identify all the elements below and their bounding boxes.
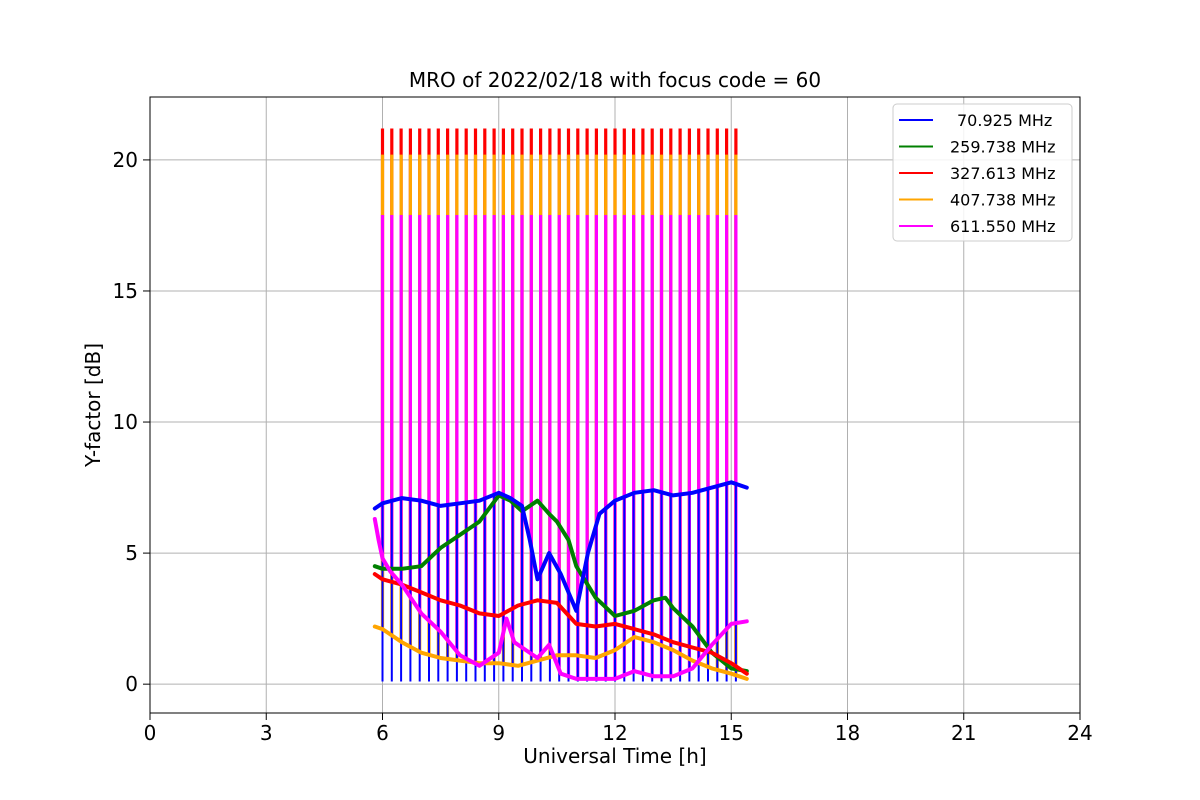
legend-label: 407.738 MHz <box>950 191 1055 210</box>
chart-title: MRO of 2022/02/18 with focus code = 60 <box>409 68 821 92</box>
x-tick-label: 21 <box>951 721 976 745</box>
legend-label: 327.613 MHz <box>950 164 1055 183</box>
y-tick-label: 0 <box>125 672 138 696</box>
legend-frame <box>892 103 1073 242</box>
axis-ticks: 0 3 6 9 12 15 18 21 24 0 5 10 15 20 <box>113 148 1093 745</box>
legend-label: 259.738 MHz <box>950 138 1055 157</box>
x-tick-label: 24 <box>1067 721 1092 745</box>
x-axis-label: Universal Time [h] <box>523 744 706 768</box>
x-tick-label: 3 <box>260 721 273 745</box>
x-tick-label: 0 <box>144 721 157 745</box>
series-line <box>372 572 749 676</box>
series-line <box>372 480 749 613</box>
legend-label: 611.550 MHz <box>950 217 1055 236</box>
y-tick-label: 20 <box>113 148 138 172</box>
x-tick-label: 15 <box>719 721 744 745</box>
x-tick-label: 12 <box>602 721 627 745</box>
series-line <box>372 517 749 681</box>
y-tick-label: 10 <box>113 410 138 434</box>
series-line <box>372 493 749 674</box>
x-tick-label: 6 <box>376 721 389 745</box>
y-axis-label: Y-factor [dB] <box>81 343 105 468</box>
y-tick-label: 15 <box>113 279 138 303</box>
x-tick-label: 18 <box>835 721 860 745</box>
series-line <box>372 624 749 681</box>
plot-area <box>372 128 749 682</box>
legend-label: 70.925 MHz <box>957 111 1052 130</box>
legend: 70.925 MHz 259.738 MHz 327.613 MHz 407.738 … <box>892 103 1073 242</box>
x-tick-label: 9 <box>492 721 505 745</box>
y-tick-label: 5 <box>125 541 138 565</box>
